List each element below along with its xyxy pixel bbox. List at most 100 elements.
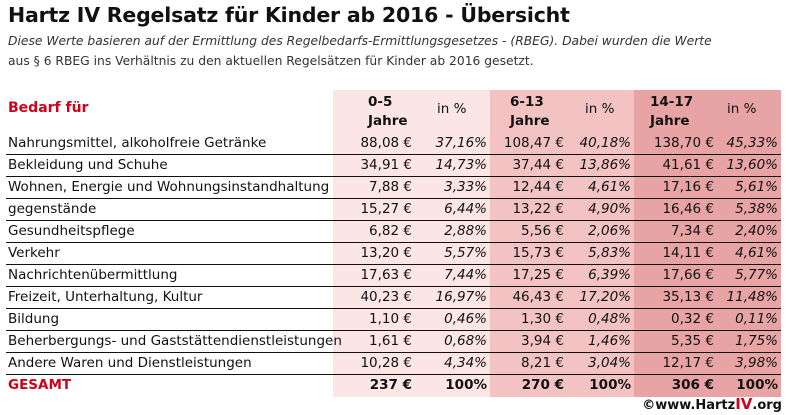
- header-label: Bedarf für: [8, 100, 89, 116]
- cell-v1: 1,10 €: [369, 311, 412, 327]
- cell-p3: 1,75%: [735, 333, 778, 349]
- page-title: Hartz IV Regelsatz für Kinder ab 2016 - …: [8, 3, 570, 27]
- cell-v2: 8,21 €: [521, 355, 564, 371]
- cell-v2: 37,44 €: [512, 157, 564, 173]
- cell-p3: 100%: [736, 377, 778, 393]
- cell-v3: 0,32 €: [671, 311, 714, 327]
- cell-p3: 2,40%: [735, 223, 778, 239]
- cell-v2: 270 €: [521, 377, 564, 393]
- header-age-unit: Jahre: [510, 113, 550, 129]
- row-divider: [6, 220, 781, 221]
- cell-p2: 40,18%: [579, 135, 631, 151]
- cell-p1: 5,57%: [444, 245, 487, 261]
- cell-p2: 17,20%: [579, 289, 631, 305]
- cell-p3: 11,48%: [726, 289, 778, 305]
- subtitle-line-2: aus § 6 RBEG ins Verhältnis zu den aktue…: [8, 54, 534, 68]
- cell-v1: 40,23 €: [360, 289, 412, 305]
- cell-v1: 88,08 €: [360, 135, 412, 151]
- cell-p3: 5,38%: [735, 201, 778, 217]
- table-row: Nachrichtenübermittlung 17,63 € 7,44% 17,25…: [0, 265, 786, 287]
- copyright: ©www.HartzIV.org: [642, 395, 782, 413]
- copyright-iv: IV: [735, 395, 753, 413]
- cell-v1: 15,27 €: [360, 201, 412, 217]
- cell-p2: 1,46%: [588, 333, 631, 349]
- cell-v3: 17,16 €: [662, 179, 714, 195]
- cell-v2: 46,43 €: [512, 289, 564, 305]
- cell-p2: 0,48%: [588, 311, 631, 327]
- cell-p1: 6,44%: [444, 201, 487, 217]
- cell-v3: 5,35 €: [671, 333, 714, 349]
- cell-v2: 3,94 €: [521, 333, 564, 349]
- cell-p1: 14,73%: [435, 157, 487, 173]
- cell-v1: 1,61 €: [369, 333, 412, 349]
- cell-p3: 5,77%: [735, 267, 778, 283]
- cell-p3: 45,33%: [726, 135, 778, 151]
- cell-v2: 17,25 €: [512, 267, 564, 283]
- cell-p2: 6,39%: [588, 267, 631, 283]
- table-row: Bekleidung und Schuhe 34,91 € 14,73% 37,44 …: [0, 155, 786, 177]
- table-row: Bildung 1,10 € 0,46% 1,30 € 0,48% 0,32 € 0,11%: [0, 309, 786, 331]
- header-pct-6-13: in %: [585, 101, 615, 117]
- cell-name: Gesundheitspflege: [8, 223, 135, 239]
- cell-name: Verkehr: [8, 245, 60, 261]
- cell-v3: 35,13 €: [662, 289, 714, 305]
- cell-v3: 138,70 €: [653, 135, 714, 151]
- cell-p1: 3,33%: [444, 179, 487, 195]
- row-divider: [6, 154, 781, 155]
- cell-p1: 16,97%: [435, 289, 487, 305]
- total-row: GESAMT 237 € 100% 270 € 100% 306 € 100%: [0, 375, 786, 397]
- cell-v2: 5,56 €: [521, 223, 564, 239]
- cell-v1: 17,63 €: [360, 267, 412, 283]
- row-divider: [6, 352, 781, 353]
- header-age-range: 0-5: [368, 94, 393, 110]
- cell-v3: 306 €: [671, 377, 714, 393]
- table-row: Verkehr 13,20 € 5,57% 15,73 € 5,83% 14,11 € 4,…: [0, 243, 786, 265]
- cell-v3: 41,61 €: [662, 157, 714, 173]
- cell-v3: 16,46 €: [662, 201, 714, 217]
- cell-v1: 237 €: [369, 377, 412, 393]
- cell-v2: 13,22 €: [512, 201, 564, 217]
- cell-name: GESAMT: [8, 377, 72, 393]
- column-band-6-13: [490, 90, 634, 397]
- cell-p3: 4,61%: [735, 245, 778, 261]
- copyright-suffix: .org: [752, 398, 782, 413]
- row-divider: [6, 198, 781, 199]
- cell-p2: 100%: [589, 377, 631, 393]
- cell-p3: 0,11%: [735, 311, 778, 327]
- row-divider: [6, 330, 781, 331]
- table-row: Andere Waren und Dienstleistungen 10,28 €…: [0, 353, 786, 375]
- cell-name: Nahrungsmittel, alkoholfreie Getränke: [8, 135, 267, 151]
- header-age-0-5: 0-5 Jahre: [368, 93, 408, 131]
- cell-p2: 13,86%: [579, 157, 631, 173]
- cell-name: Freizeit, Unterhaltung, Kultur: [8, 289, 203, 305]
- cell-v1: 13,20 €: [360, 245, 412, 261]
- cell-v2: 15,73 €: [512, 245, 564, 261]
- cell-v1: 34,91 €: [360, 157, 412, 173]
- cell-v2: 108,47 €: [503, 135, 564, 151]
- header-age-unit: Jahre: [650, 113, 690, 129]
- header-pct-14-17: in %: [727, 101, 757, 117]
- header-age-6-13: 6-13 Jahre: [510, 93, 550, 131]
- cell-name: Wohnen, Energie und Wohnungsinstandhaltu…: [8, 179, 330, 195]
- row-divider: [6, 286, 781, 287]
- cell-p1: 2,88%: [444, 223, 487, 239]
- cell-p1: 100%: [445, 377, 487, 393]
- header-age-14-17: 14-17 Jahre: [650, 93, 693, 131]
- header-age-range: 14-17: [650, 94, 694, 110]
- cell-p2: 3,04%: [588, 355, 631, 371]
- cell-p1: 0,68%: [444, 333, 487, 349]
- row-divider: [6, 308, 781, 309]
- subtitle-line-1: Diese Werte basieren auf der Ermittlung …: [8, 34, 712, 48]
- header-pct-0-5: in %: [437, 101, 467, 117]
- cell-v1: 6,82 €: [369, 223, 412, 239]
- table-row: Beherbergungs- und Gaststättendienstleis…: [0, 331, 786, 353]
- cell-v2: 1,30 €: [521, 311, 564, 327]
- cell-p2: 5,83%: [588, 245, 631, 261]
- cell-p3: 3,98%: [735, 355, 778, 371]
- cell-name: Beherbergungs- und Gaststättendienstleis…: [8, 333, 342, 349]
- cell-name: gegenstände: [8, 201, 97, 217]
- table-row: Nahrungsmittel, alkoholfreie Getränke 88,…: [0, 133, 786, 155]
- table-row: Freizeit, Unterhaltung, Kultur 40,23 € 16,…: [0, 287, 786, 309]
- column-band-14-17: [634, 90, 781, 397]
- cell-p2: 2,06%: [588, 223, 631, 239]
